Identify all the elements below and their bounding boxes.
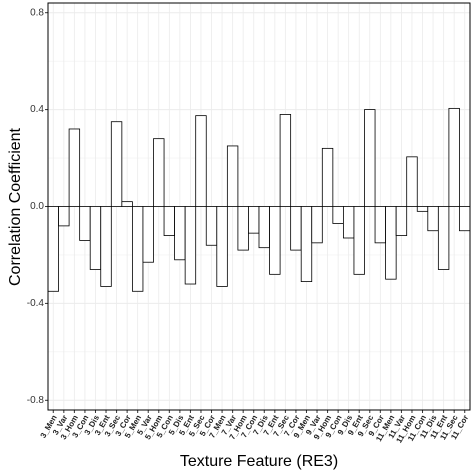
bar <box>248 206 260 234</box>
bar <box>448 107 460 207</box>
bar <box>121 201 133 207</box>
bar <box>195 115 207 207</box>
bar <box>385 206 397 280</box>
bar <box>142 206 154 263</box>
bar <box>100 206 112 287</box>
bar <box>131 206 144 292</box>
panel-border <box>47 2 471 411</box>
y-tick-label: -0.4 <box>27 298 45 309</box>
bar <box>89 206 102 270</box>
y-axis-title: Correlation Coefficient <box>7 127 24 286</box>
bar <box>205 206 218 246</box>
bar <box>47 206 59 292</box>
bar <box>153 138 165 207</box>
bar <box>237 206 249 251</box>
bar <box>58 206 70 227</box>
y-tick-label: -0.8 <box>27 395 45 406</box>
bar <box>353 206 365 275</box>
bar <box>184 206 197 285</box>
y-tick-label: 0.4 <box>30 104 44 115</box>
bar <box>342 206 355 239</box>
bar <box>290 206 302 251</box>
bar <box>269 206 281 275</box>
bar <box>406 156 418 207</box>
bar <box>216 206 228 287</box>
bar <box>332 206 344 224</box>
y-tick-label: 0.0 <box>30 201 44 212</box>
bar <box>416 206 429 212</box>
y-tick-label: 0.8 <box>30 7 44 18</box>
bar <box>459 206 471 232</box>
x-axis-title: Texture Feature (RE3) <box>180 453 338 470</box>
bar <box>279 114 292 207</box>
bar <box>364 109 376 207</box>
bar <box>374 206 386 244</box>
bar <box>427 206 439 232</box>
bar <box>110 121 123 207</box>
bar <box>300 206 313 283</box>
bar <box>311 206 323 244</box>
bar <box>226 145 239 207</box>
bar <box>163 206 176 236</box>
bar <box>68 128 81 207</box>
bar <box>395 206 408 236</box>
bar <box>79 206 91 241</box>
bar <box>258 206 270 249</box>
bar <box>437 206 450 270</box>
bar <box>174 206 186 261</box>
bar <box>321 147 334 207</box>
